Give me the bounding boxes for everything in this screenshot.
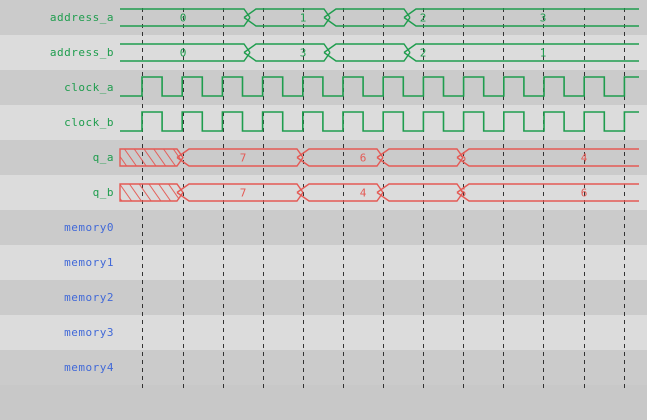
signal-label-memory0[interactable]: memory0 [64, 220, 114, 234]
signal-label-memory2[interactable]: memory2 [64, 290, 114, 304]
row-band-memory3 [0, 315, 647, 350]
row-band-memory4 [0, 350, 647, 385]
signal-label-address_a[interactable]: address_a [49, 10, 114, 24]
bus-value-q_b-2: 4 [359, 186, 367, 199]
row-band-memory0 [0, 210, 647, 245]
signal-label-clock_a[interactable]: clock_a [64, 80, 114, 94]
bus-value-q_a-1: 7 [239, 151, 247, 164]
signal-label-clock_b[interactable]: clock_b [64, 115, 114, 129]
bus-value-address_a-0: 0 [179, 11, 187, 24]
signal-label-q_b[interactable]: q_b [92, 185, 114, 199]
bus-value-address_b-0: 0 [179, 46, 187, 59]
signal-label-memory3[interactable]: memory3 [64, 325, 114, 339]
signal-label-q_a[interactable]: q_a [92, 150, 114, 164]
bus-value-address_b-1: 3 [299, 46, 307, 59]
row-band-memory1 [0, 245, 647, 280]
bus-value-address_a-2: 2 [419, 11, 427, 24]
bus-value-q_b-3: 5 [459, 186, 467, 199]
bus-value-address_b-3: 1 [539, 46, 547, 59]
signal-label-address_b[interactable]: address_b [49, 45, 114, 59]
bus-value-q_b-1: 7 [239, 186, 247, 199]
bus-value-address_a-1: 1 [299, 11, 307, 24]
signal-label-memory4[interactable]: memory4 [64, 360, 114, 374]
bus-value-q_b-4: 6 [580, 186, 588, 199]
bus-value-q_a-4: 4 [580, 151, 588, 164]
row-band-memory2 [0, 280, 647, 315]
bus-value-address_a-3: 3 [539, 11, 547, 24]
bus-value-q_a-3: 5 [459, 151, 467, 164]
signal-label-memory1[interactable]: memory1 [64, 255, 114, 269]
bus-value-address_b-2: 2 [419, 46, 427, 59]
bus-value-q_a-2: 6 [359, 151, 367, 164]
